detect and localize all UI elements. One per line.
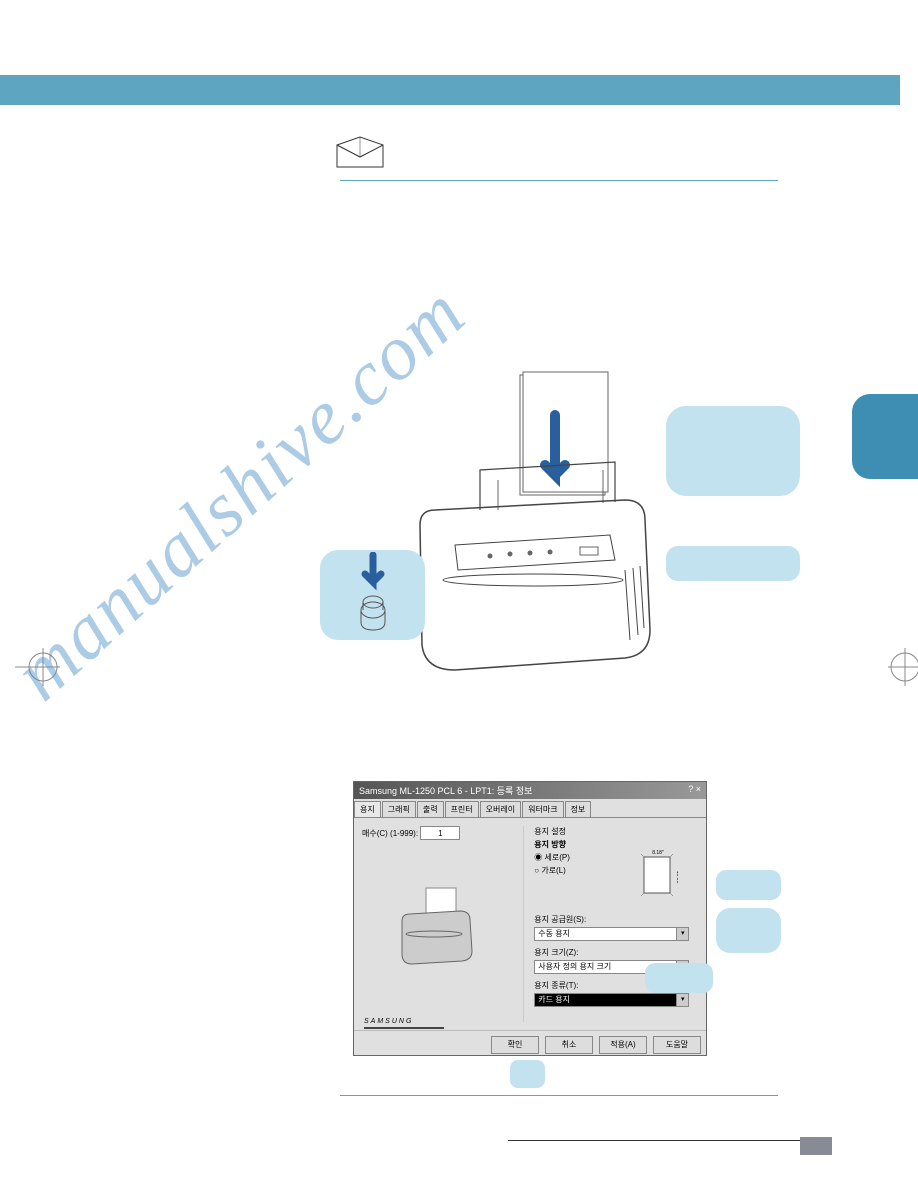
copies-label: 매수(C) (1-999):: [362, 829, 418, 838]
tab-watermark[interactable]: 워터마크: [522, 801, 563, 817]
registration-mark-icon: [888, 645, 918, 690]
divider-bottom: [340, 1095, 778, 1096]
callout-size: [716, 908, 781, 953]
callout-ok: [510, 1060, 545, 1088]
tab-printer[interactable]: 프린터: [445, 801, 479, 817]
properties-dialog: Samsung ML-1250 PCL 6 - LPT1: 등록 정보 ? × …: [353, 781, 707, 1056]
tab-graphics[interactable]: 그래픽: [382, 801, 416, 817]
copies-input[interactable]: 1: [420, 826, 460, 840]
dialog-tabs: 용지 그래픽 출력 프린터 오버레이 워터마크 정보: [354, 799, 706, 818]
dialog-title: Samsung ML-1250 PCL 6 - LPT1: 등록 정보: [359, 784, 532, 797]
ok-button[interactable]: 확인: [491, 1036, 539, 1054]
apply-button[interactable]: 적용(A): [599, 1036, 647, 1054]
type-dropdown[interactable]: 카드 용지 ▾: [534, 993, 689, 1007]
tab-overlay[interactable]: 오버레이: [480, 801, 521, 817]
top-banner: [0, 75, 900, 105]
help-button[interactable]: 도움말: [653, 1036, 701, 1054]
source-dropdown[interactable]: 수동 용지 ▾: [534, 927, 689, 941]
dialog-controls: ? ×: [688, 784, 701, 797]
dropdown-arrow-icon: ▾: [676, 994, 688, 1006]
envelope-icon: [335, 135, 385, 170]
callout-paper-orient: [666, 406, 800, 496]
size-label: 용지 크기(Z):: [534, 947, 698, 958]
dialog-body: 매수(C) (1-999): 1 SAMSUNG 용지 설정 용지 방향 ◉ 세…: [354, 818, 706, 1030]
cancel-button[interactable]: 취소: [545, 1036, 593, 1054]
tab-paper[interactable]: 용지: [354, 801, 381, 817]
footer-line: [508, 1140, 800, 1141]
tab-output[interactable]: 출력: [417, 801, 444, 817]
callout-manual-feed: [320, 550, 425, 640]
divider-top: [340, 180, 778, 181]
section-tab: [852, 394, 918, 479]
orient-label: 용지 방향: [534, 839, 698, 850]
samsung-logo: SAMSUNG: [364, 1018, 413, 1025]
registration-mark-icon: [15, 645, 60, 690]
callout-output: [666, 546, 800, 581]
dialog-button-row: 확인 취소 적용(A) 도움말: [354, 1030, 706, 1059]
svg-text:10.98": 10.98": [675, 871, 678, 886]
printer-thumbnail: [382, 886, 482, 966]
callout-source: [716, 870, 781, 900]
svg-text:8.18": 8.18": [652, 850, 664, 856]
paper-settings-header: 용지 설정: [534, 826, 698, 837]
callout-type: [645, 963, 713, 993]
dialog-titlebar: Samsung ML-1250 PCL 6 - LPT1: 등록 정보 ? ×: [354, 782, 706, 799]
footer-page-marker: [800, 1137, 832, 1155]
logo-bar: [364, 1027, 444, 1029]
tab-info[interactable]: 정보: [565, 801, 592, 817]
dropdown-arrow-icon: ▾: [676, 928, 688, 940]
paper-preview: 8.18" 10.98": [638, 850, 678, 900]
source-label: 용지 공급원(S):: [534, 914, 698, 925]
